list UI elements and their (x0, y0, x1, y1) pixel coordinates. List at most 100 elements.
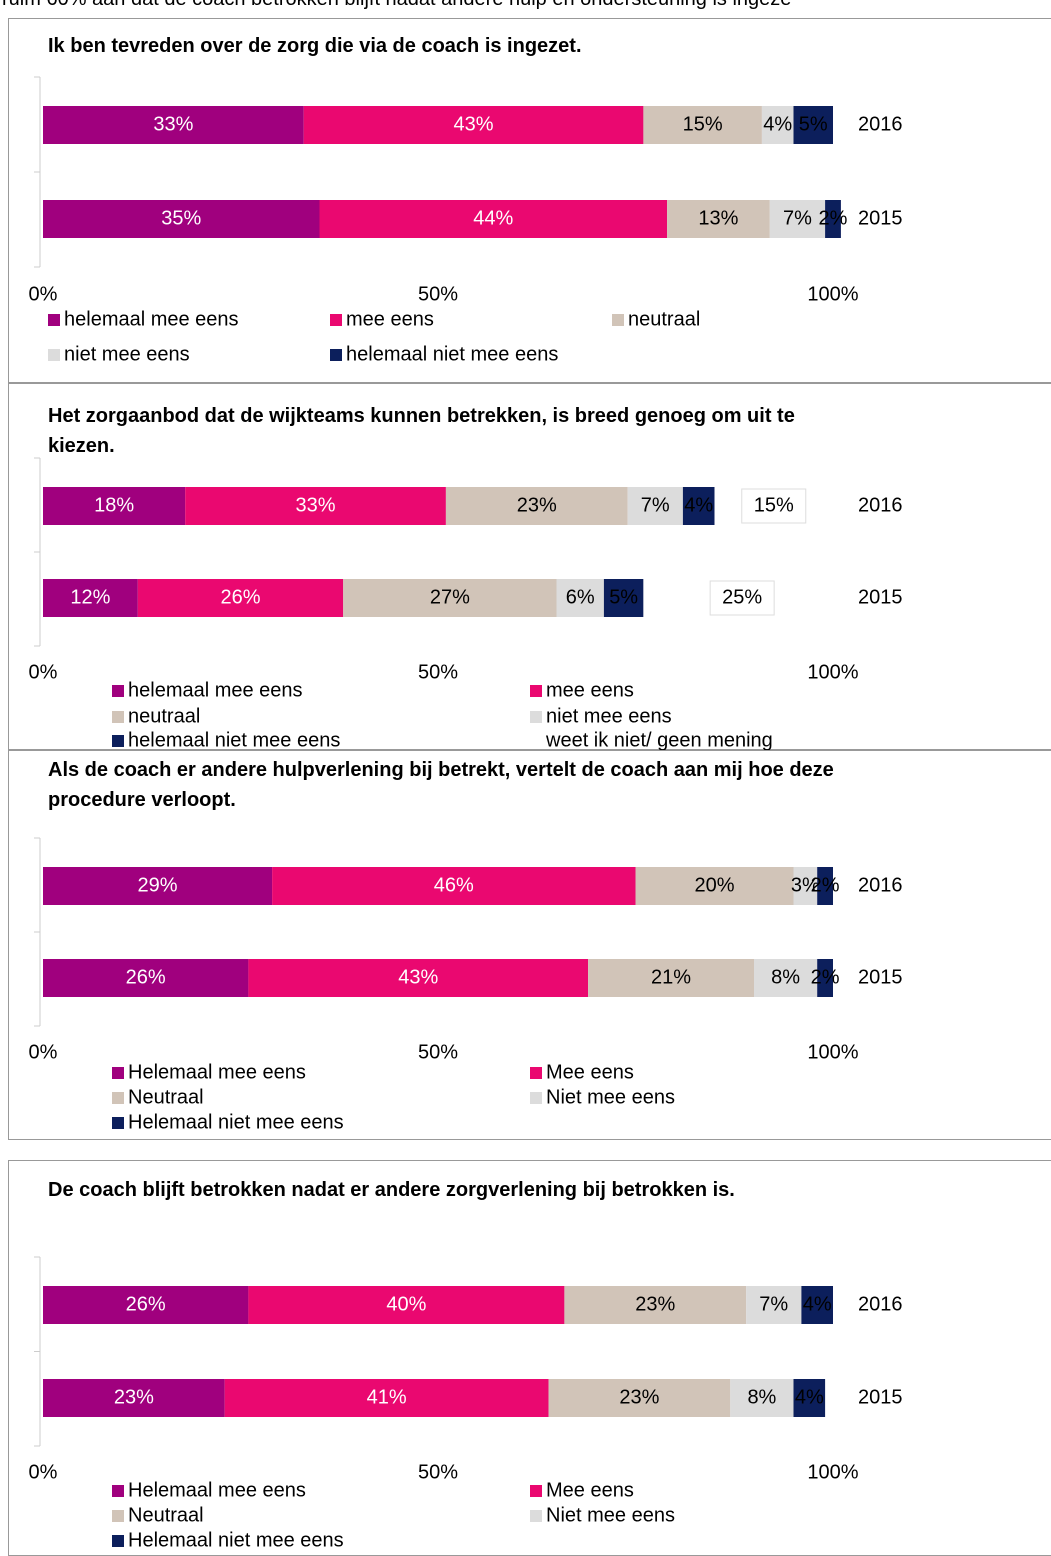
bar-segment (43, 1379, 225, 1417)
category-label: 2015 (858, 586, 903, 608)
legend-swatch (112, 1485, 124, 1497)
data-label: 8% (747, 1386, 776, 1408)
legend-label: mee eens (546, 679, 634, 701)
bar-segment (825, 200, 841, 238)
legend-label: helemaal niet mee eens (346, 343, 558, 365)
legend-label: Neutraal (128, 1504, 204, 1526)
legend-label: Helemaal niet mee eens (128, 1111, 344, 1133)
bar-segment (746, 1286, 802, 1324)
x-tick-label: 100% (807, 1461, 858, 1483)
legend-label: weet ik niet/ geen mening (545, 729, 773, 751)
x-tick-label: 0% (29, 1461, 58, 1483)
bar-segment (556, 579, 604, 617)
chart-title: Als de coach er andere hulpverlening bij… (48, 759, 834, 811)
data-label: 8% (771, 966, 800, 988)
bar-segment (793, 1379, 826, 1417)
bar-segment (137, 579, 344, 617)
bar-segment (635, 867, 794, 905)
legend-label: Helemaal niet mee eens (128, 1529, 344, 1551)
bar-segment (303, 106, 644, 144)
data-label: 21% (651, 966, 691, 988)
data-label: 13% (698, 207, 738, 229)
data-label: 3% (791, 874, 820, 896)
bar-segment (769, 200, 826, 238)
data-label: 18% (94, 494, 134, 516)
bar-segment (761, 106, 794, 144)
data-label: 44% (473, 207, 513, 229)
legend-label: Niet mee eens (546, 1086, 675, 1108)
bar-segment (272, 867, 636, 905)
chart-title: Ik ben tevreden over de zorg die via de … (48, 35, 582, 57)
data-label: 5% (609, 586, 638, 608)
bar-segment (817, 959, 833, 997)
legend-swatch (48, 314, 60, 326)
bar-segment (43, 200, 320, 238)
bar-segment (43, 487, 186, 525)
data-label: 43% (454, 113, 494, 135)
data-label: 41% (367, 1386, 407, 1408)
legend-label: neutraal (128, 705, 200, 727)
bar-segment (43, 1286, 249, 1324)
bar-segment (603, 579, 644, 617)
data-label: 20% (694, 874, 734, 896)
legend-label: Mee eens (546, 1061, 634, 1083)
legend-label: niet mee eens (546, 705, 672, 727)
legend-swatch (112, 1092, 124, 1104)
data-label: 6% (566, 586, 595, 608)
legend-swatch (612, 314, 624, 326)
data-label: 29% (138, 874, 178, 896)
legend-label: Helemaal mee eens (128, 1479, 306, 1501)
legend-label: Mee eens (546, 1479, 634, 1501)
legend-swatch (530, 711, 542, 723)
legend-swatch (112, 1117, 124, 1129)
legend-label: helemaal mee eens (128, 679, 303, 701)
data-label: 5% (799, 113, 828, 135)
bar-segment (682, 487, 715, 525)
bar-segment (43, 867, 273, 905)
data-label: 23% (517, 494, 557, 516)
panel-border (8, 383, 1051, 750)
legend-swatch (530, 1067, 542, 1079)
bar-segment (627, 487, 683, 525)
x-tick-label: 0% (29, 1041, 58, 1063)
data-label: 23% (619, 1386, 659, 1408)
legend-label: Niet mee eens (546, 1504, 675, 1526)
data-label: 26% (126, 966, 166, 988)
x-tick-label: 50% (418, 661, 458, 683)
data-label: 4% (795, 1386, 824, 1408)
data-label: 33% (153, 113, 193, 135)
legend-swatch (112, 735, 124, 747)
x-tick-label: 0% (29, 283, 58, 305)
category-label: 2015 (858, 1386, 903, 1408)
legend-swatch (530, 1485, 542, 1497)
bar-segment (319, 200, 668, 238)
bar-segment (185, 487, 446, 525)
data-label: 23% (635, 1293, 675, 1315)
bar-segment (793, 106, 833, 144)
panel-border (8, 18, 1051, 383)
data-label: 46% (434, 874, 474, 896)
panel-border (8, 750, 1051, 1140)
category-label: 2015 (858, 966, 903, 988)
bar-segment (548, 1379, 731, 1417)
bar-segment (588, 959, 754, 997)
bar-segment (248, 1286, 565, 1324)
legend-swatch (112, 711, 124, 723)
data-label: 2% (811, 874, 840, 896)
legend-swatch (112, 685, 124, 697)
data-label: 2% (819, 207, 848, 229)
data-label: 7% (783, 207, 812, 229)
data-label: 4% (684, 494, 713, 516)
bar-segment (43, 579, 138, 617)
legend-label: Neutraal (128, 1086, 204, 1108)
bar-segment (43, 106, 304, 144)
label-box (741, 488, 807, 524)
bar-segment (643, 106, 762, 144)
x-tick-label: 100% (807, 1041, 858, 1063)
bar-segment (43, 959, 249, 997)
x-tick-label: 0% (29, 661, 58, 683)
data-label: 26% (126, 1293, 166, 1315)
data-label: 7% (641, 494, 670, 516)
